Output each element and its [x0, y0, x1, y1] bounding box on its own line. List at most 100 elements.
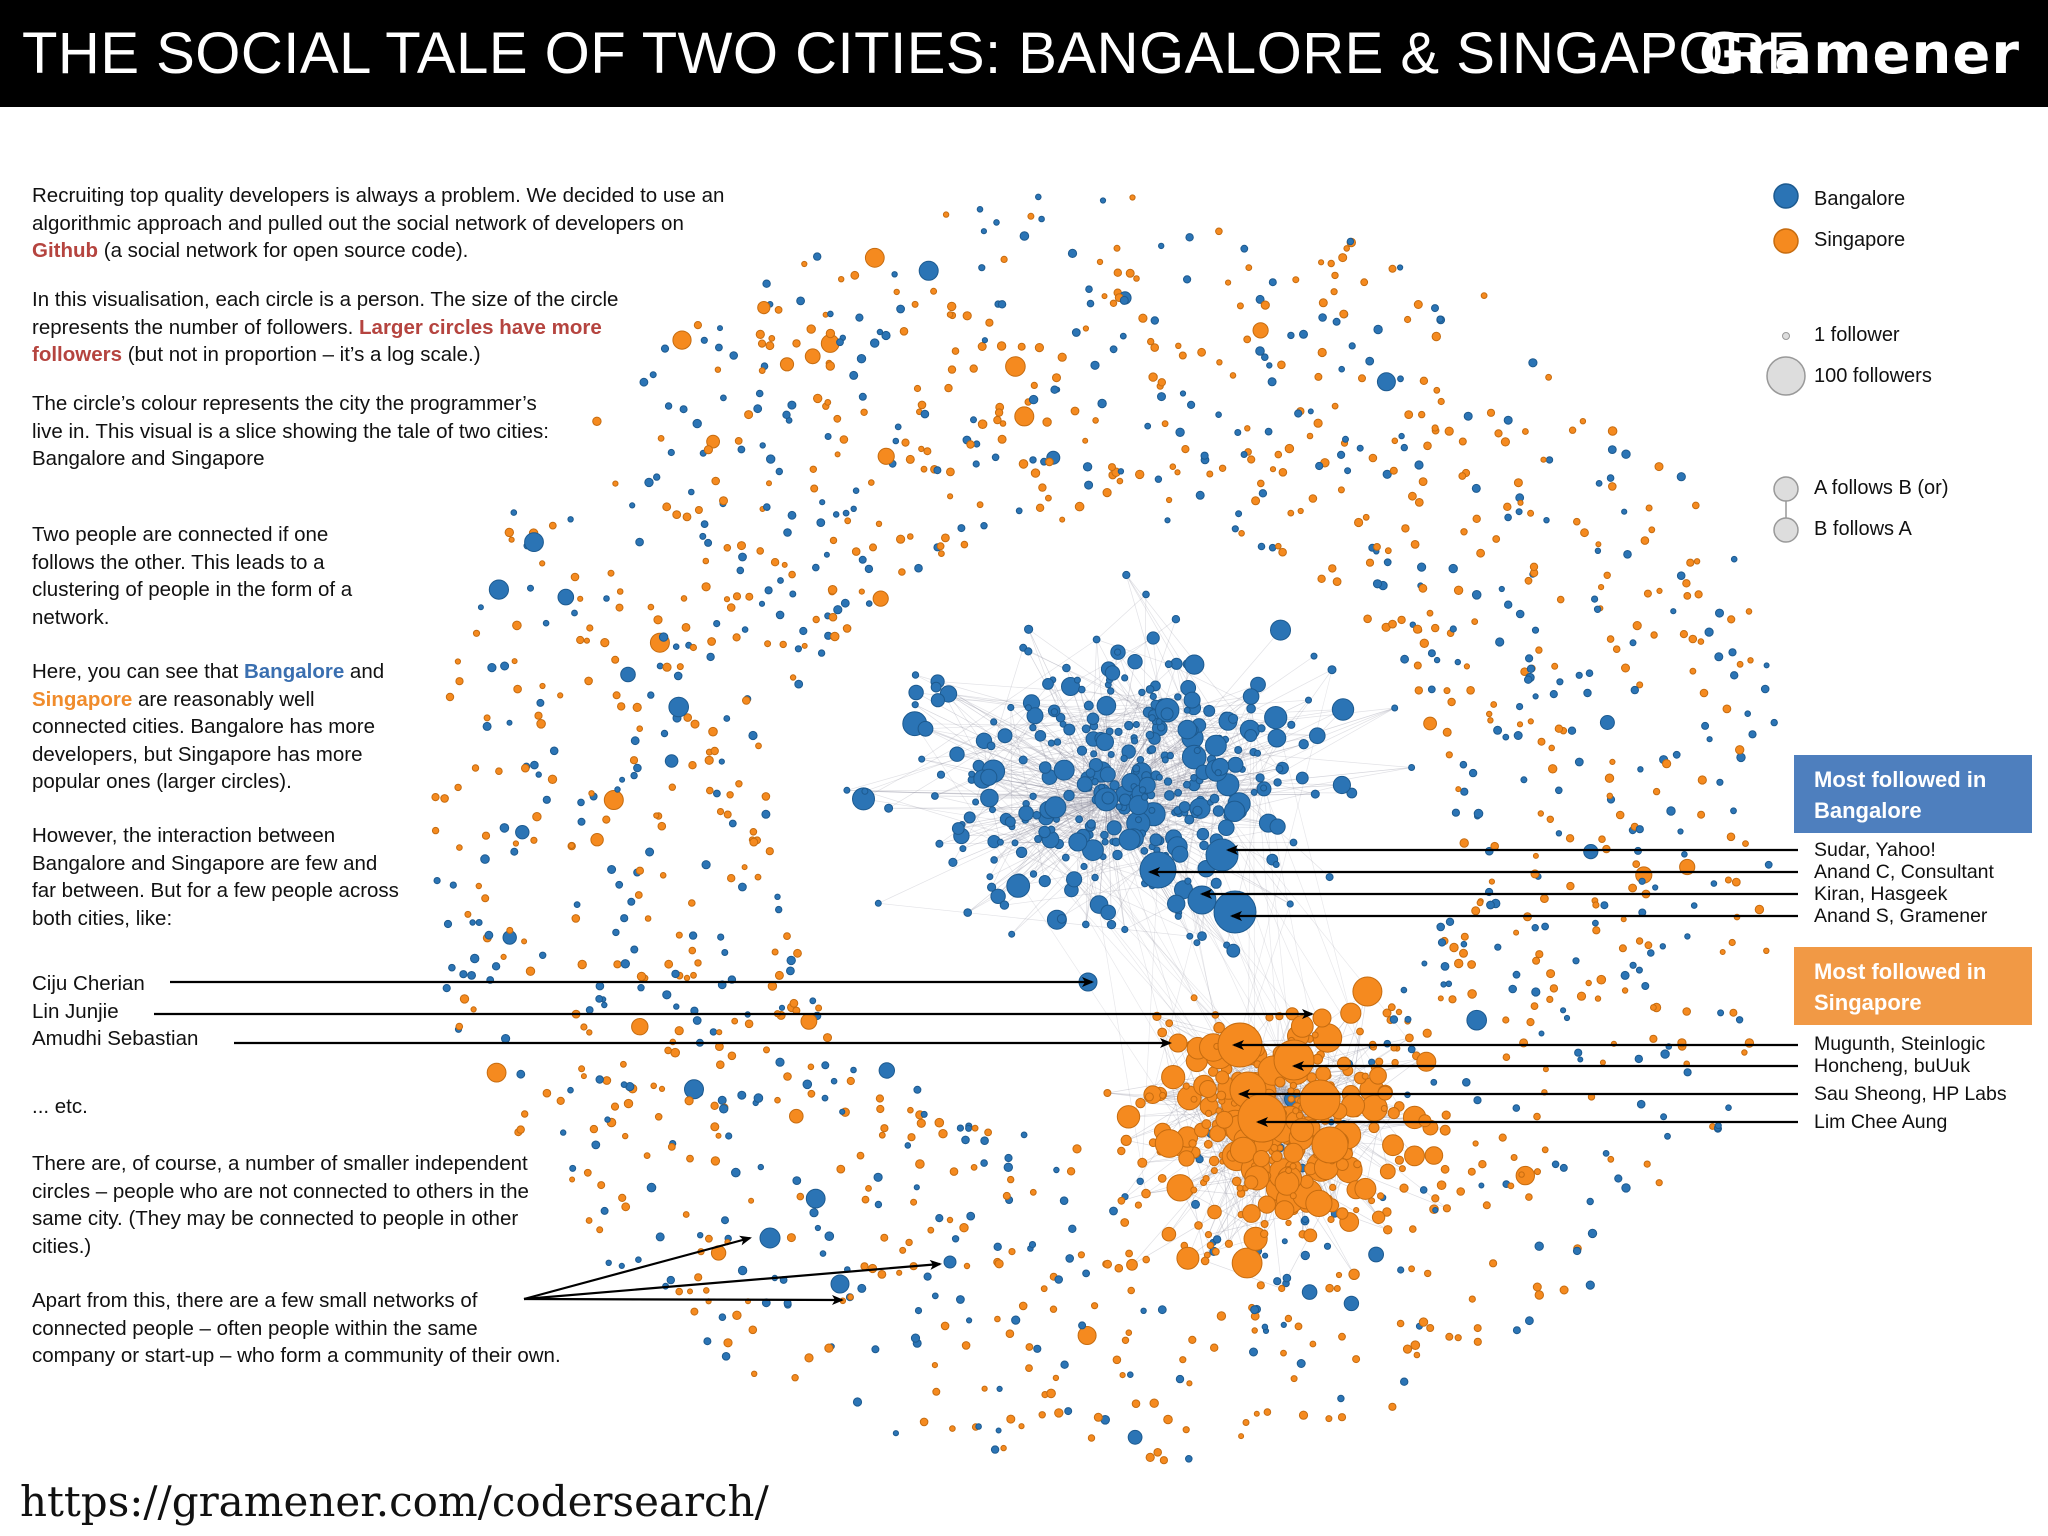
- isolated-person-node: [1264, 427, 1273, 436]
- isolated-person-node: [830, 631, 840, 642]
- isolated-person-node: [1512, 1104, 1521, 1112]
- isolated-person-node: [1085, 285, 1093, 294]
- singapore-person-node: [1213, 1021, 1225, 1034]
- isolated-person-node: [1109, 345, 1118, 354]
- isolated-person-node: [1331, 402, 1339, 410]
- isolated-person-node: [1185, 233, 1194, 242]
- isolated-person-node: [1555, 830, 1563, 837]
- isolated-person-node: [1682, 1007, 1691, 1016]
- isolated-person-node: [1516, 703, 1524, 711]
- isolated-person-node: [1432, 1207, 1439, 1214]
- bangalore-person-node: [1210, 877, 1222, 889]
- bangalore-person-node: [918, 755, 926, 763]
- footer-url[interactable]: https://gramener.com/codersearch/: [20, 1477, 769, 1526]
- isolated-person-node: [1008, 1248, 1016, 1256]
- isolated-person-node: [956, 1124, 965, 1132]
- isolated-person-node: [1034, 343, 1045, 353]
- isolated-person-node: [1529, 562, 1539, 571]
- isolated-person-node: [1697, 638, 1705, 645]
- isolated-person-node: [1240, 244, 1249, 253]
- isolated-person-node: [1418, 410, 1426, 419]
- isolated-person-node: [1728, 938, 1736, 947]
- singapore-person-node: [1117, 1196, 1126, 1205]
- isolated-person-node: [1551, 662, 1559, 670]
- isolated-person-node: [814, 1224, 822, 1232]
- singapore-person-node: [1204, 1231, 1213, 1239]
- etc-text: ... etc.: [32, 1095, 88, 1118]
- isolated-person-node: [842, 509, 850, 517]
- intro-paragraph-3: The circle’s colour represents the city …: [32, 392, 549, 470]
- isolated-person-node: [1679, 858, 1696, 876]
- isolated-person-node: [855, 313, 864, 322]
- network-edge: [1136, 735, 1318, 772]
- isolated-person-node: [800, 1013, 818, 1030]
- isolated-person-node: [718, 758, 725, 765]
- singapore-person-node: [1178, 1150, 1195, 1167]
- isolated-person-node: [737, 1265, 748, 1276]
- isolated-person-node: [1729, 1008, 1738, 1017]
- isolated-person-node: [1745, 608, 1753, 615]
- isolated-person-node: [592, 416, 602, 426]
- isolated-person-node: [966, 1317, 973, 1324]
- isolated-person-node: [1486, 900, 1495, 910]
- isolated-person-node: [1267, 377, 1277, 387]
- bangalore-person-node: [1205, 734, 1227, 757]
- bangalore-person-node: [1149, 692, 1157, 701]
- isolated-person-node: [1722, 704, 1732, 714]
- isolated-person-node: [1257, 542, 1266, 551]
- bangalore-person-node: [1164, 660, 1173, 669]
- singapore-person-node: [1380, 1105, 1388, 1112]
- network-edge: [1004, 735, 1171, 756]
- isolated-person-node: [1607, 445, 1617, 455]
- isolated-person-node: [1212, 1235, 1222, 1244]
- isolated-person-node: [782, 410, 791, 419]
- network-edge: [1144, 883, 1234, 951]
- isolated-person-node: [639, 377, 649, 387]
- network-edge: [1275, 717, 1375, 1109]
- isolated-person-node: [834, 451, 841, 458]
- isolated-person-node: [1071, 328, 1081, 337]
- isolated-person-node: [804, 348, 821, 365]
- isolated-person-node: [1445, 751, 1453, 759]
- singapore-person-node: [1287, 1095, 1295, 1103]
- isolated-person-node: [1102, 488, 1112, 498]
- bangalore-person-node: [1047, 739, 1056, 747]
- isolated-person-node: [856, 1151, 865, 1160]
- isolated-person-node: [913, 1184, 920, 1191]
- isolated-person-node: [873, 1172, 883, 1182]
- isolated-person-node: [779, 357, 795, 372]
- bangalore-person-node: [1305, 696, 1312, 704]
- isolated-person-node: [1437, 397, 1445, 406]
- isolated-person-node: [1301, 1284, 1318, 1300]
- isolated-person-node: [754, 873, 762, 881]
- isolated-person-node: [801, 642, 808, 649]
- isolated-person-node: [590, 833, 604, 847]
- isolated-person-node: [662, 502, 672, 512]
- isolated-person-node: [1445, 980, 1453, 988]
- singapore-person-node: [1231, 1176, 1242, 1187]
- isolated-person-node: [595, 981, 605, 991]
- isolated-person-node: [679, 405, 688, 414]
- isolated-person-node: [1255, 346, 1265, 356]
- isolated-person-node: [933, 466, 942, 475]
- singapore-person-node: [1126, 1258, 1138, 1271]
- isolated-person-node: [1255, 294, 1265, 304]
- isolated-person-node: [849, 370, 859, 380]
- isolated-person-node: [1468, 1295, 1476, 1303]
- network-edge: [1034, 715, 1137, 725]
- singapore-person-node: [1439, 1124, 1451, 1136]
- isolated-person-node: [1621, 449, 1631, 459]
- isolated-person-node: [1494, 943, 1502, 951]
- isolated-person-node: [970, 1164, 978, 1171]
- github-link[interactable]: Github: [32, 239, 99, 262]
- isolated-person-node: [1480, 292, 1488, 300]
- isolated-person-node: [1614, 1174, 1623, 1183]
- isolated-person-node: [560, 1129, 567, 1136]
- isolated-person-node: [615, 880, 624, 889]
- isolated-person-node: [1215, 411, 1222, 419]
- bangalore-person-node: [959, 845, 967, 853]
- bangalore-person-node: [1183, 780, 1191, 789]
- isolated-person-node: [1053, 1166, 1060, 1174]
- intro-paragraph-2: In this visualisation, each circle is a …: [32, 288, 619, 366]
- intro-paragraph-4: Two people are connected if one follows …: [32, 523, 353, 629]
